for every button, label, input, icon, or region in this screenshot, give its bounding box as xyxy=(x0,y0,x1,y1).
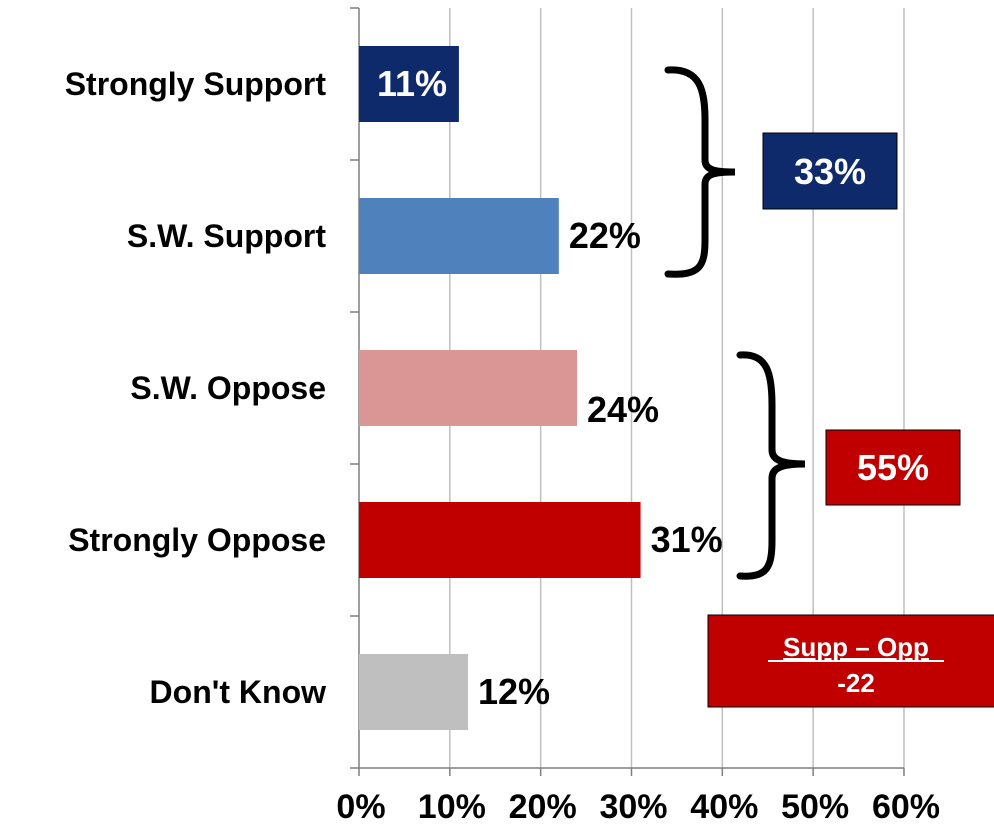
bar xyxy=(359,502,641,578)
category-label: Strongly Support xyxy=(65,66,327,102)
bar xyxy=(359,654,468,730)
value-label: 22% xyxy=(569,215,641,256)
x-tick-label: 0% xyxy=(336,788,385,826)
value-label: 11% xyxy=(377,63,447,104)
x-tick-label: 50% xyxy=(781,788,849,826)
x-tick-label: 60% xyxy=(872,788,940,826)
oppose-total-label: 55% xyxy=(857,447,929,488)
category-label: Don't Know xyxy=(150,674,327,710)
x-tick-label: 10% xyxy=(418,788,486,826)
x-tick-labels: 0% 10% 20% 30% 40% 50% 60% xyxy=(336,788,940,826)
x-tick-label: 20% xyxy=(509,788,577,826)
value-label: 24% xyxy=(587,389,659,430)
category-labels: Strongly Support S.W. Support S.W. Oppose S… xyxy=(65,66,327,710)
difference-title: Supp – Opp xyxy=(783,632,929,662)
support-total-label: 33% xyxy=(794,151,866,192)
x-tick-label: 30% xyxy=(599,788,667,826)
category-label: Strongly Oppose xyxy=(68,522,326,558)
bar xyxy=(359,198,559,274)
bar xyxy=(359,350,577,426)
category-label: S.W. Support xyxy=(127,218,326,254)
category-label: S.W. Oppose xyxy=(130,370,326,406)
value-label: 12% xyxy=(478,671,550,712)
difference-value: -22 xyxy=(837,668,875,698)
value-label: 31% xyxy=(651,519,723,560)
bars xyxy=(359,46,641,730)
oppose-bracket xyxy=(740,355,805,576)
support-bracket xyxy=(668,70,735,274)
x-tick-label: 40% xyxy=(690,788,758,826)
